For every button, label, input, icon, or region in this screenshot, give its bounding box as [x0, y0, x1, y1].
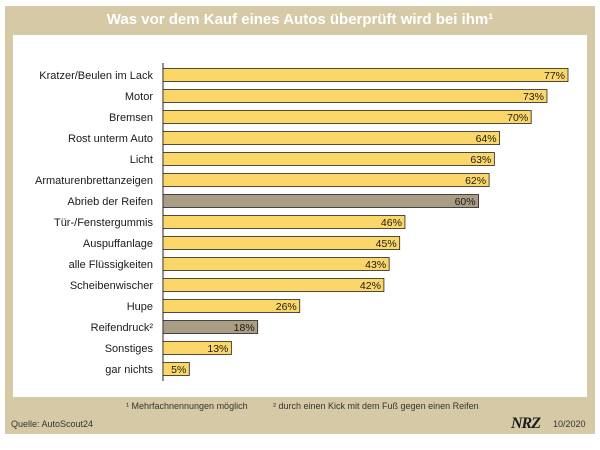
chart-title: Was vor dem Kauf eines Autos überprüft w…	[106, 11, 494, 28]
category-label: Licht	[130, 154, 153, 166]
value-label: 18%	[234, 322, 255, 334]
category-label: alle Flüssigkeiten	[69, 259, 153, 271]
bar	[162, 215, 406, 229]
category-label: Bremsen	[109, 112, 153, 124]
footnote-tire-kick: ² durch einen Kick mit dem Fuß gegen ein…	[273, 401, 479, 411]
category-label: Rost unterm Auto	[68, 133, 153, 145]
bar-chart: Kratzer/Beulen im Lack 77% Motor 73% Bremsen…	[35, 63, 569, 381]
value-label: 13%	[207, 343, 228, 355]
bar	[162, 68, 569, 82]
bar	[162, 362, 190, 376]
publish-date: 10/2020	[553, 419, 586, 429]
bar	[162, 110, 532, 124]
value-label: 45%	[376, 238, 397, 250]
bar	[162, 173, 490, 187]
bar	[162, 341, 232, 355]
category-label: Armaturenbrettanzeigen	[35, 175, 153, 187]
bar	[162, 89, 548, 103]
value-label: 63%	[470, 154, 491, 166]
value-label: 43%	[365, 259, 386, 271]
chart-panel: Kratzer/Beulen im Lack 77% Motor 73% Bremsen…	[13, 35, 587, 397]
source-label: Quelle: AutoScout24	[11, 419, 94, 429]
category-label: Auspuffanlage	[83, 238, 153, 250]
category-label: Reifendruck²	[91, 322, 154, 334]
bar	[162, 278, 385, 292]
bar	[162, 320, 259, 334]
bar	[162, 194, 479, 208]
category-label: Kratzer/Beulen im Lack	[39, 70, 153, 82]
bar	[162, 131, 501, 145]
bar	[162, 236, 401, 250]
value-label: 5%	[171, 364, 186, 376]
value-label: 73%	[523, 91, 544, 103]
chart-frame: Was vor dem Kauf eines Autos überprüft w…	[5, 6, 595, 434]
bar	[162, 299, 301, 313]
category-label: gar nichts	[105, 364, 153, 376]
bar	[162, 152, 495, 166]
footnote-multiple-answers: ¹ Mehrfachnennungen möglich	[126, 401, 248, 411]
value-label: 77%	[544, 70, 565, 82]
value-label: 42%	[360, 280, 381, 292]
category-label: Hupe	[127, 301, 153, 313]
brand-logo: NRZ	[511, 415, 541, 432]
value-label: 62%	[465, 175, 486, 187]
category-label: Scheibenwischer	[70, 280, 153, 292]
value-label: 60%	[455, 196, 476, 208]
category-label: Tür-/Fenstergummis	[54, 217, 154, 229]
value-label: 70%	[507, 112, 528, 124]
category-label: Motor	[125, 91, 153, 103]
value-label: 46%	[381, 217, 402, 229]
footer: ¹ Mehrfachnennungen möglich ² durch eine…	[5, 398, 595, 434]
bar	[162, 257, 390, 271]
value-label: 64%	[476, 133, 497, 145]
value-label: 26%	[276, 301, 297, 313]
category-label: Sonstiges	[105, 343, 154, 355]
category-label: Abrieb der Reifen	[67, 196, 153, 208]
